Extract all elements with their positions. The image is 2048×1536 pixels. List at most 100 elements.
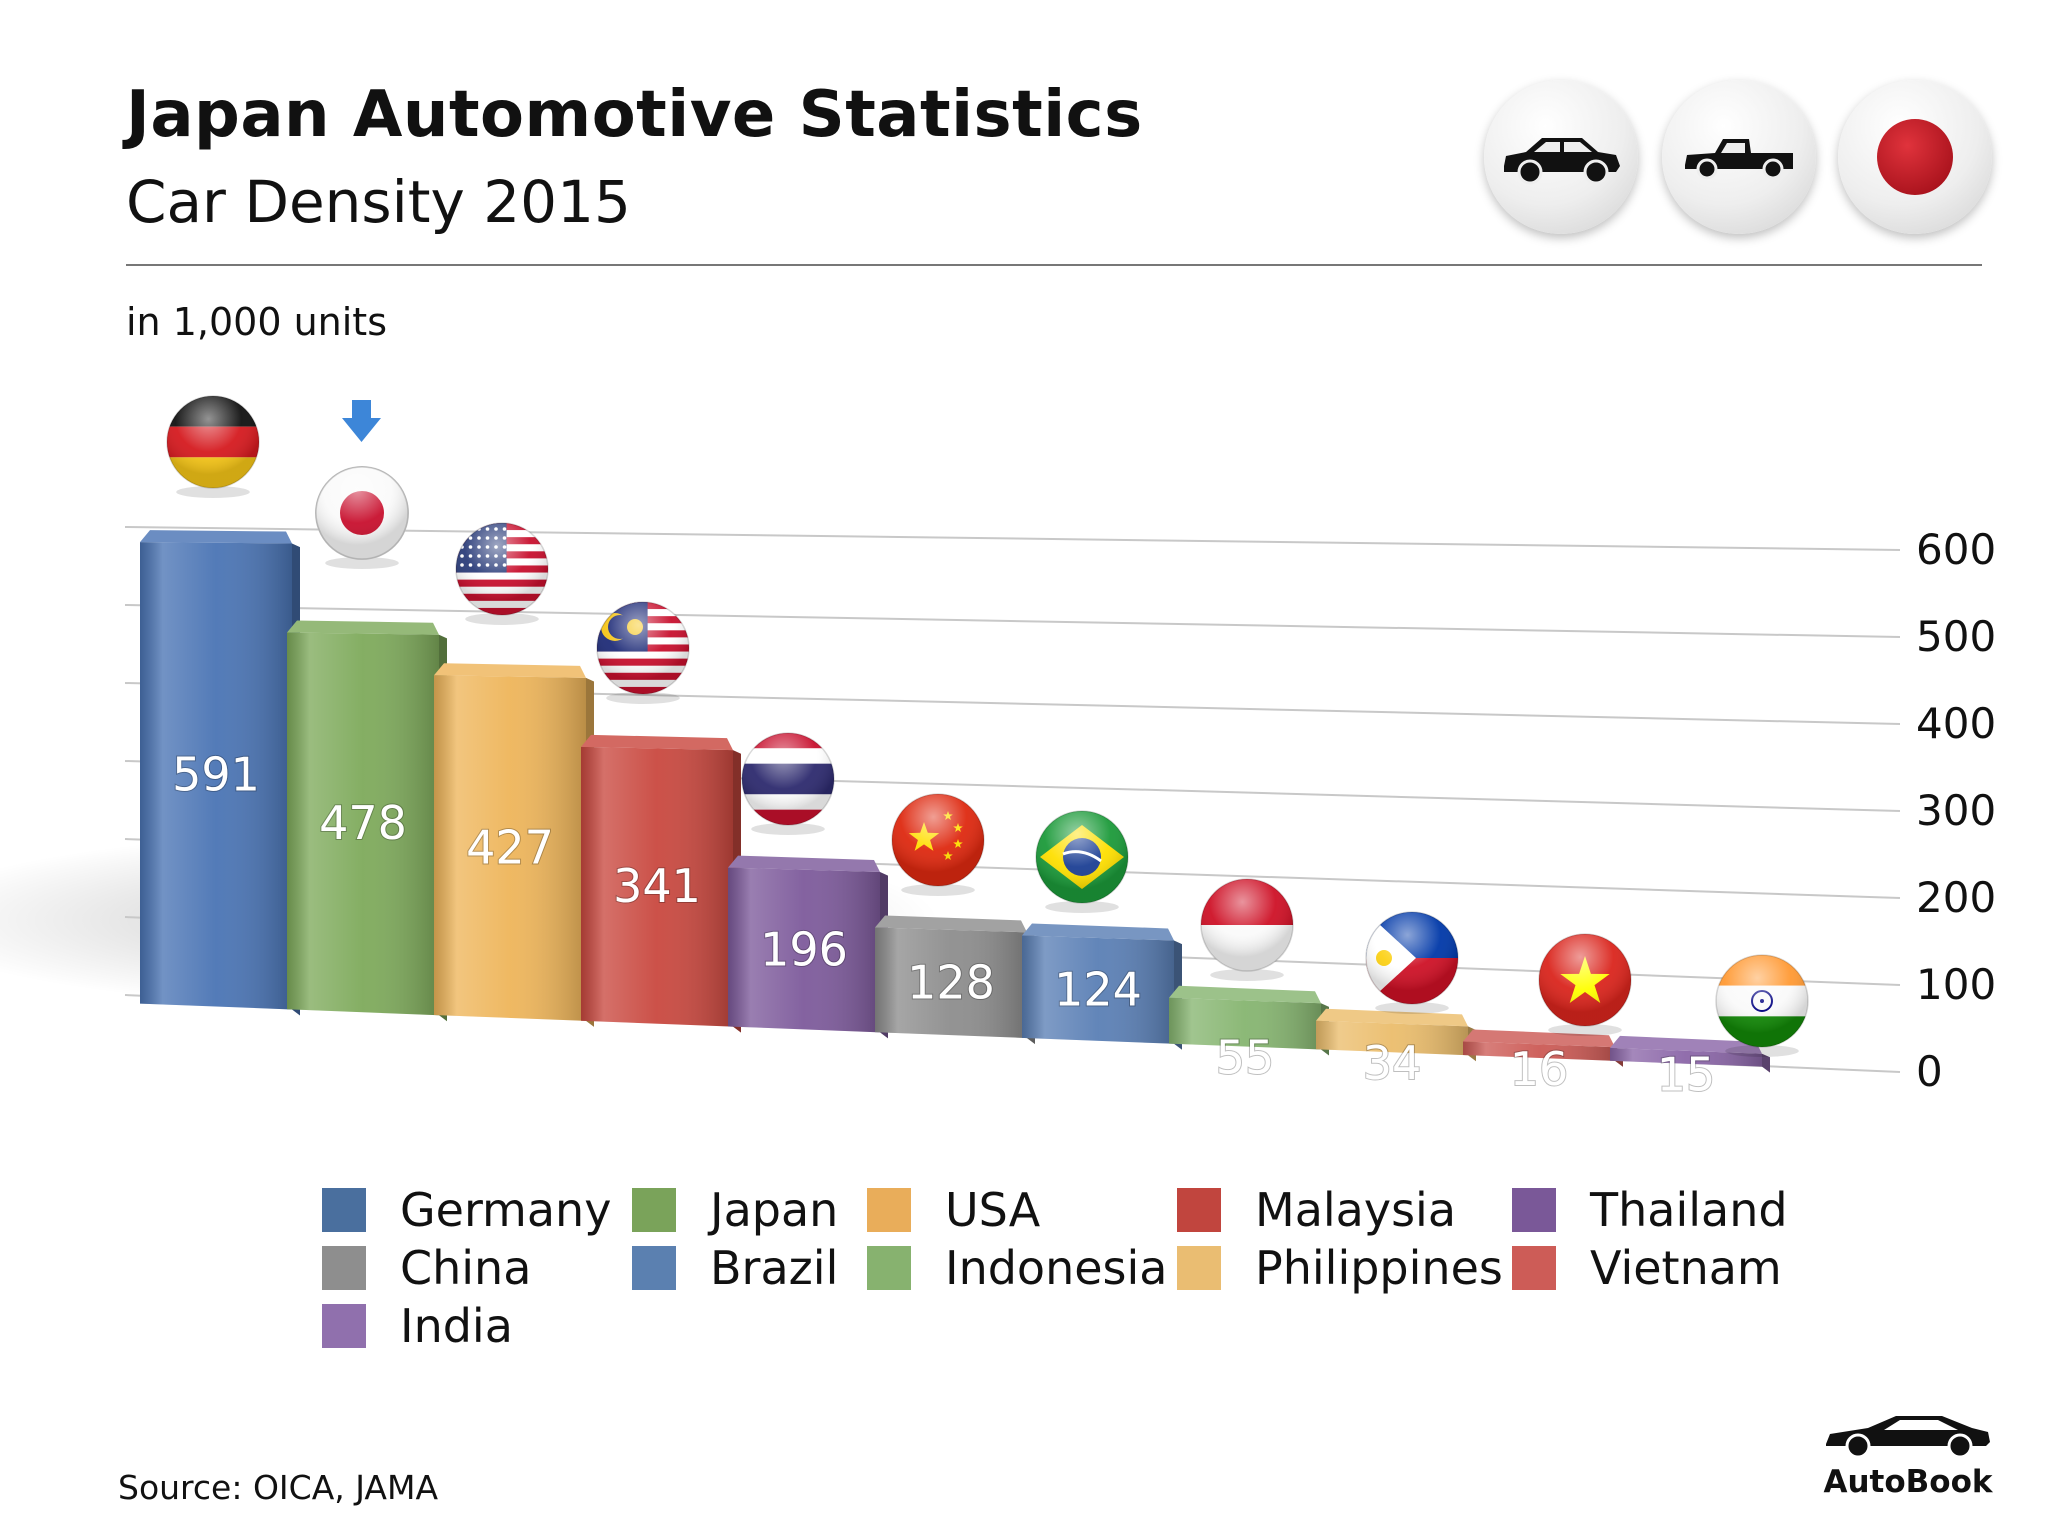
bar-value-label: 478 [319,796,407,850]
legend-swatch [867,1246,911,1290]
bar-vietnam: 16 [1463,1029,1623,1097]
bar-thailand: 196 [728,855,888,1039]
bar-shine [1316,1020,1468,1056]
legend-swatch [322,1188,366,1232]
bar-germany: 591 [140,530,300,1016]
brand-name: AutoBook [1823,1464,1993,1500]
bar-value-label: 16 [1510,1042,1569,1096]
germany-flag-icon [166,395,260,498]
y-tick-label: 500 [1916,612,1996,661]
bar-value-label: 427 [466,820,554,874]
bar-top [287,620,439,635]
pickup-truck-icon [1662,80,1816,234]
legend-swatch [1177,1188,1221,1232]
bar-shine [434,675,586,1021]
usa-flag-icon [455,522,549,625]
bar-top [1463,1029,1615,1048]
legend-swatch [867,1188,911,1232]
bar-shine [1022,935,1174,1044]
gridline [124,526,1901,551]
legend-label: Thailand [1590,1183,1788,1237]
legend-item: Vietnam [1512,1241,1812,1295]
legend-label: USA [945,1183,1041,1237]
malaysia-flag-icon [596,601,690,704]
gridline [124,604,1901,638]
bar-top [434,663,586,678]
bar-value-label: 591 [172,748,260,802]
thailand-flag-icon [741,732,835,835]
page-subtitle: Car Density 2015 [126,168,631,236]
bar-shine [1169,997,1321,1050]
legend-label: China [400,1241,532,1295]
sedan-car-icon [1484,80,1638,234]
bar-value-label: 124 [1054,962,1142,1016]
legend-label: Malaysia [1255,1183,1457,1237]
source-note: Source: OICA, JAMA [118,1468,439,1507]
legend-item: Indonesia [867,1241,1177,1295]
legend-item: Thailand [1512,1183,1812,1237]
y-tick-label: 0 [1916,1047,1943,1096]
legend-label: Vietnam [1590,1241,1782,1295]
legend-swatch [1512,1246,1556,1290]
bar-top [1022,923,1174,941]
legend-item: Malaysia [1177,1183,1512,1237]
indonesia-flag-icon [1200,878,1294,981]
brazil-flag-icon [1035,810,1129,913]
legend-item: India [322,1299,632,1353]
bar-india: 15 [1610,1035,1770,1103]
bar-top [875,915,1027,933]
bar-shine [728,867,880,1033]
bar-value-label: 15 [1657,1048,1716,1102]
bar-shine [875,927,1027,1039]
units-label: in 1,000 units [126,300,388,344]
legend-item: Germany [322,1183,632,1237]
bar-top [728,855,880,872]
highlight-arrow-icon [342,400,381,442]
legend-swatch [1512,1188,1556,1232]
bar-top [581,734,733,751]
legend-label: Indonesia [945,1241,1168,1295]
legend-swatch [632,1188,676,1232]
legend-item: Japan [632,1183,867,1237]
bar-brazil: 124 [1022,923,1182,1050]
bar-usa: 427 [434,663,594,1027]
bar-value-label: 128 [907,956,995,1010]
header-divider [126,264,1982,266]
y-tick-label: 600 [1916,525,1996,574]
bar-top [1316,1008,1468,1027]
bar-chart: 591 478 427 341 196 128 124 55 34 16 15 600 500 400 3… [0,395,1996,1103]
legend-label: Germany [400,1183,612,1237]
bar-shine [1610,1047,1762,1067]
legend-item: Brazil [632,1241,867,1295]
legend-label: Brazil [710,1241,839,1295]
china-flag-icon [891,793,985,896]
india-flag-icon [1715,954,1809,1057]
sports-car-icon [1826,1416,1990,1459]
legend-item: China [322,1241,632,1295]
bar-side [1762,1053,1770,1073]
y-tick-label: 300 [1916,786,1996,835]
bar-shine [287,632,439,1016]
legend-label: Japan [710,1183,839,1237]
bar-top [1610,1035,1762,1054]
bar-shine [581,746,733,1027]
y-tick-label: 400 [1916,699,1996,748]
y-tick-label: 200 [1916,873,1996,922]
japan-flag-icon [1838,80,1992,234]
bar-indonesia: 55 [1169,985,1329,1085]
bar-shine [1463,1041,1615,1061]
bar-shine [140,542,292,1010]
y-tick-label: 100 [1916,960,1996,1009]
bar-japan: 478 [287,620,447,1022]
legend-swatch [322,1304,366,1348]
legend-swatch [632,1246,676,1290]
bar-china: 128 [875,915,1035,1045]
bar-value-label: 34 [1363,1036,1422,1090]
bar-value-label: 196 [760,923,848,977]
bar-malaysia: 341 [581,734,741,1033]
bar-top [140,530,292,544]
chart-legend: Germany Japan USA Malaysia Thailand China Braz… [322,1183,1822,1353]
bar-value-label: 341 [613,859,701,913]
bar-top [1169,985,1321,1004]
bar-philippines: 34 [1316,1008,1476,1091]
